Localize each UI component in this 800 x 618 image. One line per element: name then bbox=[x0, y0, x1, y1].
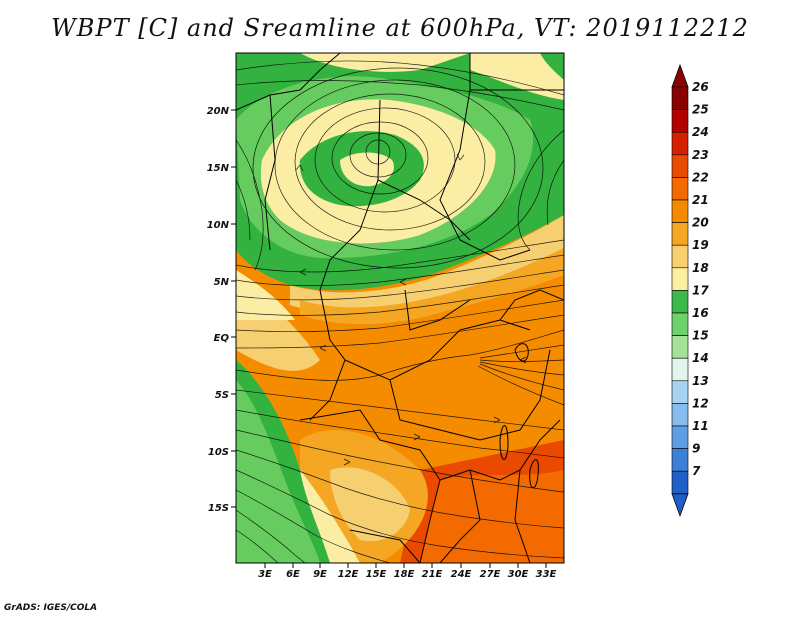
colorbar-swatch bbox=[671, 244, 689, 269]
lon-label-30e: 30E bbox=[508, 569, 529, 580]
colorbar-swatch bbox=[671, 290, 689, 314]
lon-label-27e: 27E bbox=[480, 569, 501, 580]
colorbar-label: 17 bbox=[692, 283, 709, 297]
lat-label-15s: 15S bbox=[208, 503, 229, 514]
lon-label-9e: 9E bbox=[313, 569, 327, 580]
colorbar-swatch bbox=[671, 380, 689, 404]
colorbar-label: 16 bbox=[692, 306, 709, 320]
colorbar: 26 25 24 23 22 21 20 19 18 17 16 15 14 13 12 11 9 7 bbox=[671, 63, 709, 517]
lon-label-6e: 6E bbox=[286, 569, 300, 580]
longitude-ticks bbox=[264, 563, 547, 568]
colorbar-swatch bbox=[671, 335, 689, 359]
country-borders bbox=[236, 53, 564, 563]
colorbar-swatch bbox=[671, 267, 689, 291]
colorbar-swatch bbox=[671, 448, 689, 472]
colorbar-label: 13 bbox=[692, 374, 709, 388]
wbpt-field bbox=[236, 53, 564, 563]
colorbar-swatch bbox=[671, 86, 689, 110]
latitude-ticks bbox=[231, 109, 236, 508]
footer-credit: GrADS: IGES/COLA bbox=[4, 603, 98, 613]
streamlines bbox=[236, 60, 564, 563]
colorbar-label: 19 bbox=[692, 238, 709, 252]
colorbar-swatch bbox=[671, 425, 689, 449]
colorbar-swatch bbox=[671, 222, 689, 246]
lon-label-33e: 33E bbox=[536, 569, 557, 580]
colorbar-label: 25 bbox=[692, 103, 709, 117]
colorbar-swatch bbox=[671, 312, 689, 336]
colorbar-label: 22 bbox=[692, 170, 709, 184]
lon-label-12e: 12E bbox=[338, 569, 359, 580]
latitude-axis: 20N 15N 10N 5N EQ 5S 10S 15S bbox=[207, 106, 230, 514]
colorbar-label: 18 bbox=[692, 261, 709, 275]
longitude-axis: 3E 6E 9E 12E 15E 18E 21E 24E 27E 30E 33E bbox=[258, 569, 556, 580]
lon-label-3e: 3E bbox=[258, 569, 272, 580]
colorbar-label: 11 bbox=[692, 419, 709, 433]
colorbar-swatch bbox=[671, 357, 689, 382]
colorbar-label: 14 bbox=[692, 351, 709, 365]
colorbar-label: 15 bbox=[692, 329, 709, 343]
map-frame bbox=[235, 52, 565, 564]
colorbar-swatch bbox=[671, 403, 689, 427]
colorbar-label: 21 bbox=[692, 193, 709, 207]
lat-label-15n: 15N bbox=[207, 163, 230, 174]
colorbar-label: 26 bbox=[692, 80, 709, 94]
lon-label-15e: 15E bbox=[366, 569, 387, 580]
colorbar-swatch bbox=[671, 154, 689, 178]
colorbar-label: 12 bbox=[692, 396, 709, 410]
lon-label-24e: 24E bbox=[451, 569, 472, 580]
colorbar-bottom-arrow bbox=[671, 493, 689, 517]
lat-label-10n: 10N bbox=[207, 220, 230, 231]
lon-label-18e: 18E bbox=[394, 569, 415, 580]
map-title: WBPT [C] and Sreamline at 600hPa, VT: 20… bbox=[51, 14, 749, 42]
colorbar-label: 24 bbox=[692, 125, 709, 139]
lat-label-10s: 10S bbox=[208, 447, 229, 458]
lat-label-5n: 5N bbox=[214, 277, 230, 288]
colorbar-swatch bbox=[671, 470, 689, 495]
colorbar-label: 7 bbox=[692, 464, 701, 478]
colorbar-swatch bbox=[671, 177, 689, 201]
colorbar-label: 23 bbox=[692, 148, 709, 162]
lon-label-21e: 21E bbox=[422, 569, 443, 580]
colorbar-swatch bbox=[671, 109, 689, 133]
lat-label-20n: 20N bbox=[207, 106, 230, 117]
colorbar-swatch bbox=[671, 199, 689, 223]
lat-label-5s: 5S bbox=[215, 390, 229, 401]
colorbar-label: 20 bbox=[692, 216, 709, 230]
colorbar-top-arrow bbox=[671, 63, 689, 88]
colorbar-swatch bbox=[671, 131, 689, 156]
colorbar-label: 9 bbox=[692, 442, 700, 456]
lat-label-eq: EQ bbox=[214, 333, 230, 344]
